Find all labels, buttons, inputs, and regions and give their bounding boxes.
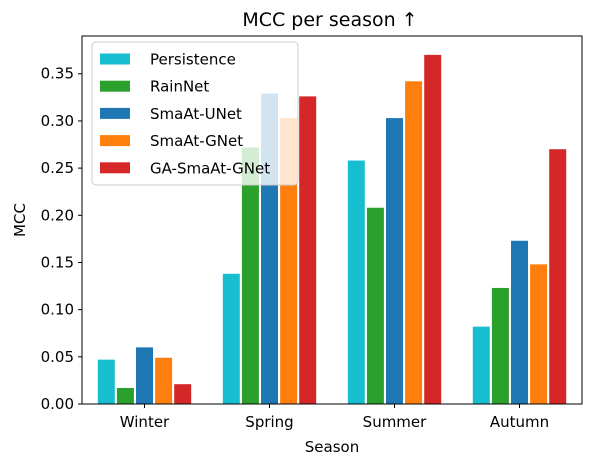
bar (280, 118, 298, 404)
y-tick-label: 0.15 (41, 253, 74, 271)
bar (491, 287, 509, 404)
bar (299, 96, 317, 404)
bar (472, 326, 490, 404)
legend-label: RainNet (150, 78, 209, 96)
y-axis-label: MCC (11, 203, 29, 237)
legend-swatch (100, 162, 130, 174)
y-tick-label: 0.05 (41, 348, 74, 366)
bar (530, 264, 548, 404)
y-tick-label: 0.10 (41, 301, 74, 319)
bar (97, 359, 115, 404)
chart-title: MCC per season ↑ (242, 9, 417, 31)
legend-label: Persistence (150, 51, 236, 69)
legend-label: SmaAt-UNet (150, 105, 242, 123)
x-tick-label: Summer (363, 413, 427, 431)
bar (366, 207, 384, 404)
legend-box (91, 41, 299, 186)
legend-swatch (100, 135, 130, 147)
y-tick-label: 0.20 (41, 206, 74, 224)
y-tick-label: 0.35 (41, 65, 74, 83)
bar (386, 118, 403, 404)
x-axis-label: Season (305, 438, 359, 456)
bar (174, 384, 192, 404)
x-tick-label: Autumn (490, 413, 549, 431)
bar (511, 240, 528, 404)
bar (347, 160, 365, 404)
bar (155, 357, 173, 404)
y-tick-label: 0.30 (41, 112, 74, 130)
y-tick-label: 0.25 (41, 159, 74, 177)
bar (424, 54, 442, 404)
legend-label: SmaAt-GNet (150, 132, 243, 150)
plot-frame (81, 35, 583, 405)
legend-label: GA-SmaAt-GNet (150, 159, 270, 177)
legend-swatch (100, 80, 130, 92)
y-tick-label: 0.00 (41, 395, 74, 413)
bar (549, 149, 567, 404)
y-axis: 0.00 0.05 0.10 0.15 0.20 0.25 0.30 0.35 (41, 65, 82, 413)
legend-swatch (100, 107, 130, 119)
bar (136, 347, 153, 404)
legend-swatch (100, 53, 130, 65)
bar (116, 387, 134, 404)
x-tick-label: Spring (245, 413, 293, 431)
x-axis: Winter Spring Summer Autumn (120, 404, 549, 431)
bar (241, 147, 259, 405)
bar (222, 273, 240, 404)
x-tick-label: Winter (120, 413, 170, 431)
legend: Persistence RainNet SmaAt-UNet SmaAt-GNet GA… (91, 41, 299, 186)
bar (405, 81, 423, 405)
